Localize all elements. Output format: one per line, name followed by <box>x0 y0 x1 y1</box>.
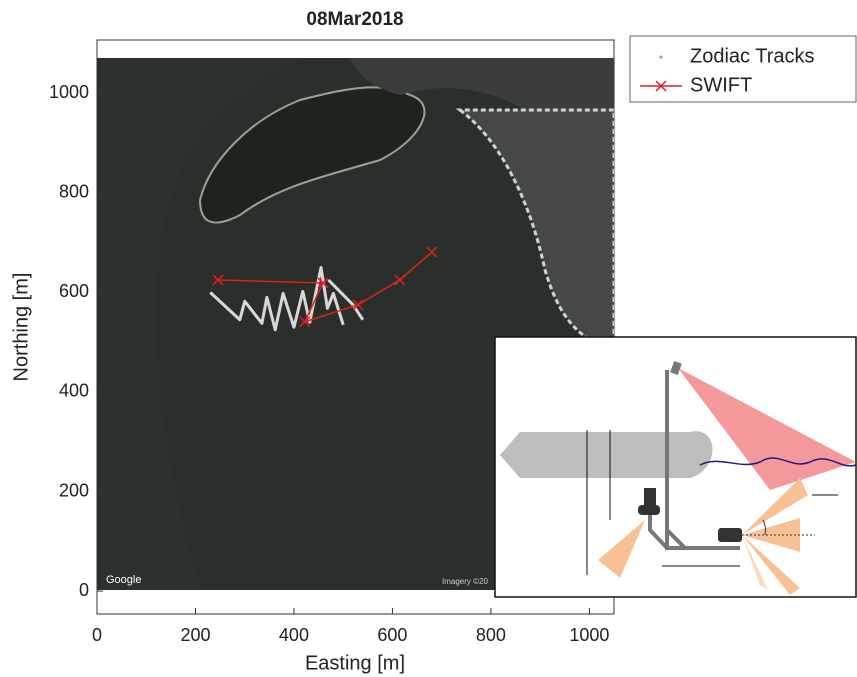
legend-label: SWIFT <box>690 74 752 96</box>
x-tick-label: 400 <box>279 625 309 645</box>
x-tick-label: 200 <box>180 625 210 645</box>
y-tick-label: 400 <box>59 381 89 401</box>
legend-box <box>629 35 857 103</box>
y-tick-label: 800 <box>59 182 89 202</box>
legend-label: Zodiac Tracks <box>690 45 814 67</box>
chart-title: 08Mar2018 <box>306 9 403 30</box>
y-axis-label: Northing [m] <box>10 273 32 382</box>
data-point <box>394 274 406 286</box>
y-tick-label: 200 <box>59 480 89 500</box>
x-tick-label: 1000 <box>569 625 609 645</box>
x-axis-label: Easting [m] <box>305 652 405 674</box>
series-line <box>209 266 365 332</box>
legend-marker <box>655 80 667 92</box>
y-tick-label: 600 <box>59 281 89 301</box>
data-point <box>352 299 364 311</box>
data-point <box>212 274 224 286</box>
data-point <box>317 277 329 289</box>
map-credit: Google <box>106 574 141 586</box>
inset <box>494 336 857 598</box>
x-tick-label: 600 <box>377 625 407 645</box>
y-tick-label: 0 <box>79 580 89 600</box>
x-tick-label: 800 <box>476 625 506 645</box>
data-point <box>299 316 311 328</box>
y-tick-label: 1000 <box>49 82 89 102</box>
imagery-credit: Imagery ©20 <box>442 577 488 586</box>
data-point <box>426 246 438 258</box>
legend-marker <box>659 55 663 59</box>
x-tick-label: 0 <box>92 625 102 645</box>
